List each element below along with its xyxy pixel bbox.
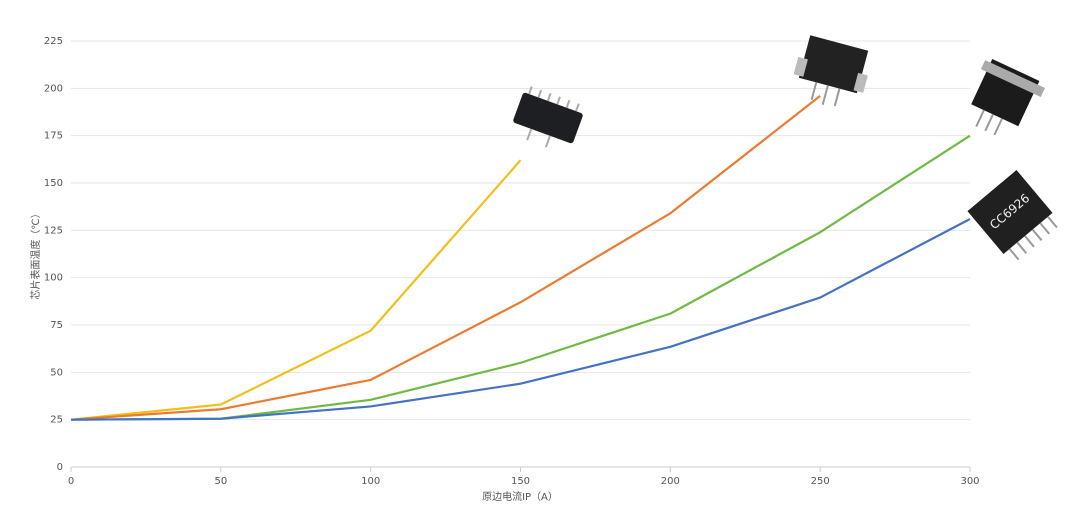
chip-module <box>793 35 869 107</box>
x-tick-label: 100 <box>361 476 380 487</box>
x-tick-label: 300 <box>960 476 979 487</box>
y-tick-label: 50 <box>50 367 63 378</box>
series-line <box>70 159 522 421</box>
y-tick-label: 225 <box>44 36 63 47</box>
y-axis-label: 芯片表面温度（℃） <box>29 208 42 299</box>
y-tick-label: 75 <box>50 320 63 331</box>
y-tick-label: 125 <box>44 225 63 236</box>
x-axis-label: 原边电流IP（A） <box>482 490 558 503</box>
x-tick-label: 0 <box>68 476 74 487</box>
x-tick-label: 250 <box>811 476 830 487</box>
y-tick-label: 150 <box>44 178 63 189</box>
y-tick-label: 0 <box>57 462 63 473</box>
chip-images: CC6926 <box>513 35 1058 261</box>
x-tick-label: 200 <box>661 476 680 487</box>
series-line <box>70 217 971 421</box>
series-line <box>70 95 821 421</box>
y-tick-label: 175 <box>44 131 63 142</box>
y-tick-label: 100 <box>44 273 63 284</box>
chip-soic <box>513 86 583 148</box>
chip-cc6926: CC6926 <box>967 169 1058 261</box>
x-tick-label: 50 <box>214 476 227 487</box>
y-tick-label: 200 <box>44 83 63 94</box>
x-tick-label: 150 <box>511 476 530 487</box>
chip-power <box>971 58 1045 136</box>
y-tick-label: 25 <box>50 415 63 426</box>
